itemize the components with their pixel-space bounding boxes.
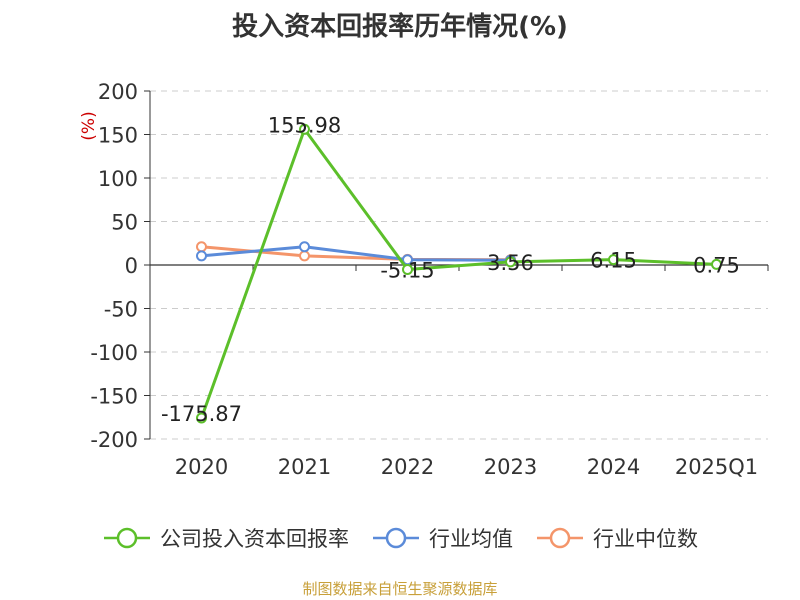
x-tick-label: 2021 [278,455,331,479]
series-lines [196,123,722,424]
legend-label: 行业均值 [429,527,513,551]
y-axis-label: (%) [79,111,99,140]
y-tick-label: 0 [125,254,138,278]
legend-item[interactable]: 公司投入资本回报率 [102,523,349,553]
data-label: -175.87 [161,402,242,426]
data-point [711,258,722,270]
legend: 公司投入资本回报率 行业均值 行业中位数 [0,520,800,556]
legend-item[interactable]: 行业均值 [371,523,513,553]
x-tick-label: 2022 [381,455,434,479]
grid-lines [150,90,768,440]
data-point [299,250,310,262]
x-tick-label: 2023 [484,455,537,479]
data-label: -5.15 [380,258,434,282]
data-point [299,123,310,135]
legend-item[interactable]: 行业中位数 [535,523,698,553]
y-tick-label: 50 [111,211,138,235]
legend-label: 公司投入资本回报率 [160,527,349,551]
x-tick-label: 2025Q1 [675,455,758,479]
y-tick-label: 200 [98,80,138,104]
chart-title: 投入资本回报率历年情况(%) [232,12,568,42]
data-point [608,254,619,266]
y-tick-label: -50 [104,298,138,322]
data-point [299,241,310,253]
legend-label: 行业中位数 [593,527,698,551]
x-tick-label: 2024 [587,455,640,479]
data-label: 3.56 [487,251,534,275]
data-point [402,263,413,275]
legend-marker-icon [373,527,419,549]
data-point [196,241,207,253]
axes: 200 150 100 50 0 -50 -100 -150 -200 2020 2021 2022 2… [79,80,769,479]
y-tick-label: -200 [90,428,138,452]
y-tick-label: 150 [98,124,138,148]
legend-marker-icon [537,527,583,549]
y-tick-label: -150 [90,385,138,409]
y-tick-label: -100 [90,341,138,365]
data-point [196,412,207,424]
source-note: 制图数据来自恒生聚源数据库 [302,580,498,598]
series-line [201,245,511,262]
data-point [196,250,207,262]
data-label: 155.98 [268,113,341,137]
y-tick-label: 100 [98,167,138,191]
data-label: 6.15 [590,249,637,273]
data-labels: -175.87 155.98 -5.15 3.56 6.15 0.75 [161,113,740,426]
series-line [200,127,717,419]
legend-marker-icon [104,527,150,549]
x-tick-label: 2020 [175,455,228,479]
data-point [505,256,516,268]
data-label: 0.75 [693,253,740,277]
